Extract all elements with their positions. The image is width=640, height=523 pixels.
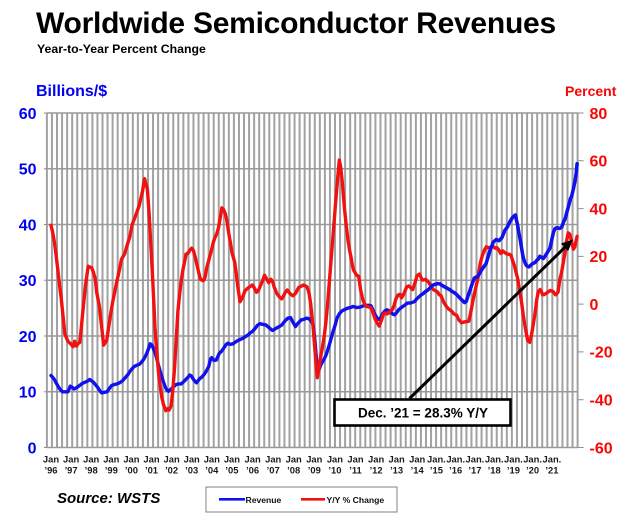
svg-text:30: 30 [19,273,37,290]
svg-text:60: 60 [590,154,608,171]
svg-text:-20: -20 [590,345,613,362]
svg-text:Jan.’15: Jan. ’15 [427,454,446,476]
svg-text:Jan’97: Jan ’97 [63,454,79,476]
svg-text:Jan’08: Jan ’08 [286,454,302,476]
svg-text:Jan’12: Jan ’12 [368,454,384,476]
svg-text:Jan.’18: Jan. ’18 [485,454,504,476]
svg-text:Revenue: Revenue [246,495,282,505]
svg-text:40: 40 [19,217,37,234]
svg-text:Jan’04: Jan ’04 [204,454,220,476]
svg-text:Jan’10: Jan ’10 [327,454,343,476]
svg-text:Jan.’19: Jan. ’19 [504,454,523,476]
svg-text:50: 50 [19,162,37,179]
svg-text:Source: WSTS: Source: WSTS [57,490,160,507]
svg-text:Jan’06: Jan ’06 [245,454,261,476]
svg-text:Jan’96: Jan ’96 [43,454,59,476]
svg-text:Y/Y % Change: Y/Y % Change [327,495,385,505]
svg-text:Jan’00: Jan ’00 [123,454,139,476]
svg-text:Jan’09: Jan ’09 [306,454,322,476]
svg-text:0: 0 [590,297,599,314]
svg-text:0: 0 [28,440,37,457]
svg-text:20: 20 [19,329,37,346]
svg-text:Jan’05: Jan ’05 [224,454,240,476]
svg-text:Jan’11: Jan ’11 [347,454,363,476]
svg-text:Jan’99: Jan ’99 [103,454,119,476]
svg-text:60: 60 [19,106,37,123]
svg-text:-40: -40 [590,393,613,410]
svg-text:Dec. ’21 = 28.3% Y/Y: Dec. ’21 = 28.3% Y/Y [358,406,488,421]
svg-text:20: 20 [590,249,608,266]
svg-text:Jan’03: Jan ’03 [184,454,200,476]
svg-text:-60: -60 [590,440,613,457]
svg-text:Billions/$: Billions/$ [36,83,107,100]
svg-text:Jan.’21: Jan. ’21 [543,454,562,476]
svg-text:Year-to-Year Percent Change: Year-to-Year Percent Change [37,42,206,56]
svg-text:80: 80 [590,106,608,123]
svg-text:Jan’07: Jan ’07 [265,454,281,476]
svg-text:Percent: Percent [565,83,617,99]
svg-text:Jan.’16: Jan. ’16 [446,454,465,476]
svg-text:Jan’98: Jan ’98 [83,454,99,476]
svg-text:Jan’01: Jan ’01 [143,454,159,476]
svg-text:40: 40 [590,201,608,218]
svg-text:Jan’14: Jan ’14 [409,454,425,476]
svg-text:Jan.’17: Jan. ’17 [466,454,485,476]
svg-text:Jan’13: Jan ’13 [389,454,405,476]
svg-text:10: 10 [19,385,37,402]
svg-text:Jan.’20: Jan. ’20 [523,454,542,476]
svg-text:Jan’02: Jan ’02 [164,454,180,476]
svg-text:Worldwide Semiconductor Revenu: Worldwide Semiconductor Revenues [36,7,556,40]
